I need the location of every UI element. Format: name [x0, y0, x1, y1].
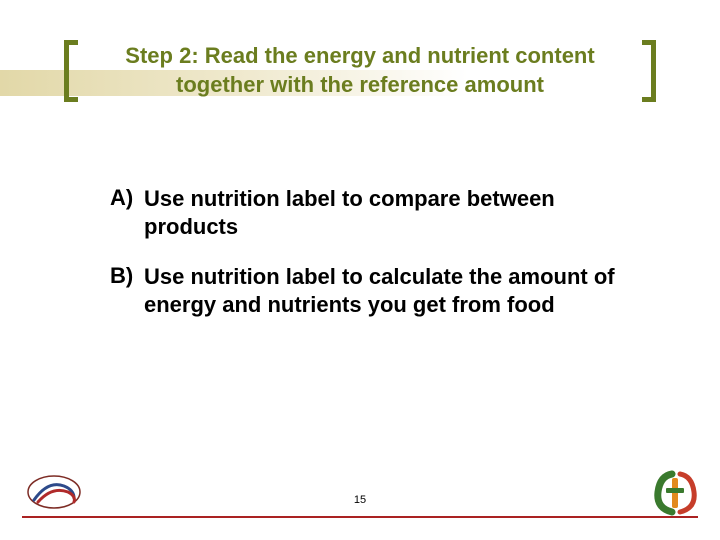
slide-title: Step 2: Read the energy and nutrient con… [80, 42, 640, 99]
list-item: B) Use nutrition label to calculate the … [110, 263, 630, 319]
body-list: A) Use nutrition label to compare betwee… [110, 185, 630, 342]
list-item: A) Use nutrition label to compare betwee… [110, 185, 630, 241]
item-text-a: Use nutrition label to compare between p… [144, 185, 630, 241]
slide: Step 2: Read the energy and nutrient con… [0, 0, 720, 540]
item-letter-a: A) [110, 185, 144, 211]
logo-left-icon [24, 472, 84, 512]
bracket-right-icon [640, 40, 656, 102]
logo-right-icon [652, 470, 700, 516]
item-letter-b: B) [110, 263, 144, 289]
title-container: Step 2: Read the energy and nutrient con… [64, 40, 656, 102]
footer-divider [22, 516, 698, 518]
page-number: 15 [0, 494, 720, 506]
bracket-left-icon [64, 40, 80, 102]
item-text-b: Use nutrition label to calculate the amo… [144, 263, 630, 319]
